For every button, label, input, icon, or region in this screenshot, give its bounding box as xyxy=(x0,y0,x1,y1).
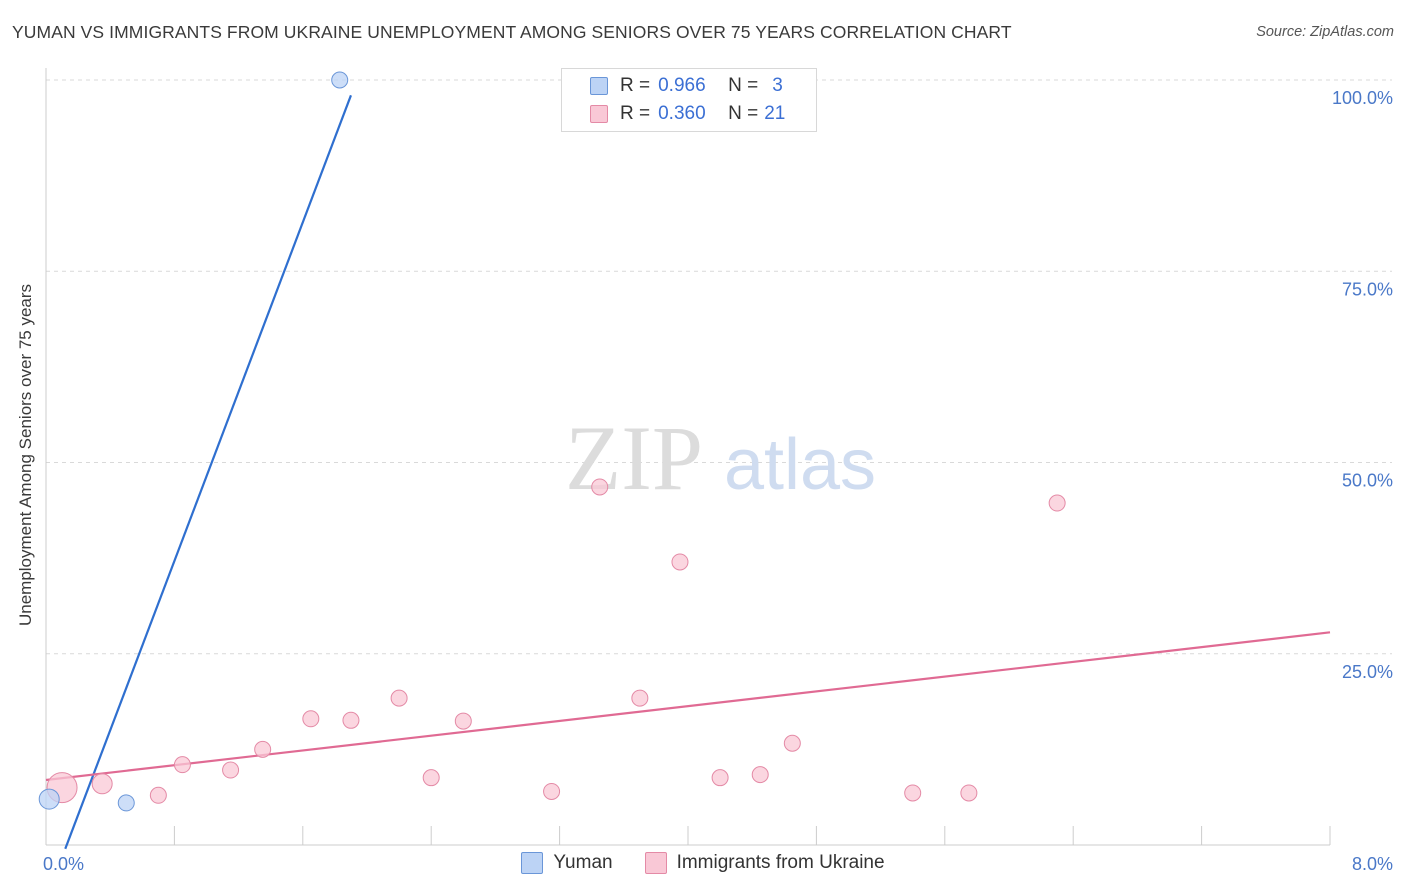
axes xyxy=(45,68,1331,846)
data-points xyxy=(38,71,1066,812)
series-label-yuman: Yuman xyxy=(553,852,613,873)
data-point-ukraine xyxy=(342,711,360,729)
legend-n-value-yuman: 3 xyxy=(772,75,783,96)
data-point-ukraine xyxy=(1048,494,1066,512)
legend-swatch-yuman xyxy=(590,77,608,95)
trendline-yuman xyxy=(64,94,352,850)
data-point-yuman xyxy=(38,788,60,810)
data-point-ukraine xyxy=(671,553,689,571)
trendline-ukraine xyxy=(45,631,1331,782)
y-axis-label: Unemployment Among Seniors over 75 years xyxy=(16,283,35,627)
data-point-ukraine xyxy=(254,740,272,758)
chart-title: YUMAN VS IMMIGRANTS FROM UKRAINE UNEMPLO… xyxy=(12,22,1012,42)
legend-n-label: N = xyxy=(728,103,759,124)
series-label-ukraine: Immigrants from Ukraine xyxy=(676,852,885,873)
legend-r-label: R = xyxy=(620,103,651,124)
data-point-ukraine xyxy=(390,689,408,707)
correlation-legend: R = 0.966 N = 3 R = 0.360 N = 21 xyxy=(561,68,817,132)
data-point-ukraine xyxy=(751,766,769,784)
watermark-zip: ZIP xyxy=(565,407,703,509)
data-point-ukraine xyxy=(422,769,440,787)
data-point-ukraine xyxy=(904,784,922,802)
data-point-ukraine xyxy=(591,478,609,496)
legend-swatch-ukraine xyxy=(590,105,608,123)
legend-n-label: N = xyxy=(728,75,759,96)
y-tick-label: 50.0% xyxy=(1342,471,1393,491)
series-legend: Yuman Immigrants from Ukraine xyxy=(0,852,1406,874)
legend-r-value-yuman: 0.966 xyxy=(658,75,706,96)
legend-r-value-ukraine: 0.360 xyxy=(658,103,706,124)
data-point-ukraine xyxy=(173,756,191,774)
data-point-ukraine xyxy=(711,769,729,787)
series-legend-item-yuman[interactable]: Yuman xyxy=(521,852,613,874)
legend-r-label: R = xyxy=(620,75,651,96)
tick-labels: 100.0% 75.0% 50.0% 25.0% 0.0% 8.0% xyxy=(43,88,1393,874)
legend-row-yuman: R = 0.966 N = 3 xyxy=(562,73,783,99)
x-tick-label: 0.0% xyxy=(43,854,84,874)
x-tick-label: 8.0% xyxy=(1352,854,1393,874)
data-point-yuman xyxy=(331,71,349,89)
data-point-ukraine xyxy=(543,782,561,800)
data-point-ukraine xyxy=(631,689,649,707)
data-point-ukraine xyxy=(302,710,320,728)
source-label: Source: ZipAtlas.com xyxy=(1256,24,1394,40)
data-point-ukraine xyxy=(222,761,240,779)
legend-row-ukraine: R = 0.360 N = 21 xyxy=(562,101,785,127)
watermark: ZIP atlas xyxy=(565,407,876,509)
watermark-atlas: atlas xyxy=(724,425,876,505)
data-point-ukraine xyxy=(91,773,113,795)
data-point-ukraine xyxy=(783,734,801,752)
y-tick-label: 100.0% xyxy=(1332,88,1393,108)
legend-n-value-ukraine: 21 xyxy=(764,103,786,124)
series-legend-item-ukraine[interactable]: Immigrants from Ukraine xyxy=(644,852,885,874)
y-tick-label: 75.0% xyxy=(1342,279,1393,299)
y-tick-label: 25.0% xyxy=(1342,662,1393,682)
data-point-ukraine xyxy=(960,784,978,802)
data-point-yuman xyxy=(117,794,135,812)
series-swatch-ukraine xyxy=(644,852,667,874)
data-point-ukraine xyxy=(454,712,472,730)
series-swatch-yuman xyxy=(521,852,544,874)
data-point-ukraine xyxy=(149,786,167,804)
